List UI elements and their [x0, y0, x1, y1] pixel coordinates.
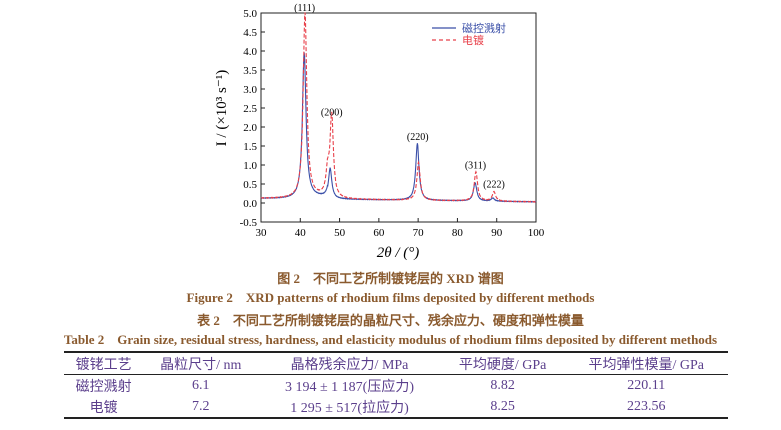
series-line-1	[260, 12, 536, 203]
y-tick-label: 1.5	[243, 141, 257, 153]
cell: 8.25	[490, 398, 515, 414]
y-tick-label: 0.0	[243, 198, 257, 210]
x-tick-label: 30	[256, 227, 268, 239]
x-tick-label: 100	[528, 227, 545, 239]
header-hardness: 平均硬度/ GPa	[458, 357, 547, 373]
x-tick-label: 60	[373, 227, 385, 239]
y-tick-label: 3.0	[243, 84, 257, 96]
y-tick-label: 5.0	[243, 8, 257, 20]
y-tick-label: 2.5	[243, 103, 257, 115]
axes: 30 40 50 60 70 80 90 100 -0.5 0.0 0.5 1.0 1.5 2.0 2.5 3…	[240, 8, 545, 239]
x-tick-label: 70	[413, 227, 425, 239]
figure-caption-cn: 图 2 不同工艺所制镀铑层的 XRD 谱图	[277, 271, 504, 286]
x-tick-label: 50	[334, 227, 346, 239]
x-tick-label: 80	[452, 227, 464, 239]
header-residual-stress: 晶格残余应力/ MPa	[290, 357, 409, 373]
cell: 220.11	[627, 377, 666, 393]
x-axis-label: 2θ / (°)	[377, 245, 420, 261]
table-row: 磁控溅射 6.1 3 194 ± 1 187(压应力) 8.82 220.11	[64, 375, 728, 397]
peak-label: (222)	[483, 180, 505, 191]
cell: 磁控溅射	[75, 379, 132, 395]
table-header-row: 镀铑工艺 晶粒尺寸/ nm 晶格残余应力/ MPa 平均硬度/ GPa 平均弹性…	[64, 352, 728, 375]
y-tick-label: 2.0	[243, 122, 257, 134]
legend-label-electroplating: 电镀	[462, 33, 484, 47]
header-process: 镀铑工艺	[75, 357, 132, 373]
x-tick-label: 40	[295, 227, 307, 239]
y-axis-label: I / (×10³ s⁻¹)	[214, 70, 230, 147]
plot-frame	[260, 12, 537, 223]
cell: 6.1	[191, 377, 210, 393]
table-row: 电镀 7.2 1 295 ± 517(拉应力) 8.25 223.56	[64, 396, 728, 418]
y-tick-label: 4.5	[243, 27, 257, 39]
cell: 223.56	[627, 398, 666, 414]
y-tick-label: 4.0	[243, 46, 257, 58]
peak-label: (200)	[321, 108, 343, 119]
y-tick-label: -0.5	[240, 217, 258, 229]
x-tick-label: 90	[491, 227, 503, 239]
cell: 电镀	[89, 400, 118, 416]
peak-label: (220)	[407, 132, 429, 143]
table-caption-cn: 表 2 不同工艺所制镀铑层的晶粒尺寸、残余应力、硬度和弹性模量	[197, 313, 584, 328]
cell: 1 295 ± 517(拉应力)	[290, 400, 409, 416]
legend: 磁控溅射 电镀	[432, 21, 506, 47]
header-modulus: 平均弹性模量/ GPa	[588, 357, 705, 373]
y-tick-label: 1.0	[243, 160, 257, 172]
xrd-chart: 30 40 50 60 70 80 90 100 -0.5 0.0 0.5 1.0 1.5 2.0 2.5 3…	[214, 3, 545, 261]
legend-label-magnetron: 磁控溅射	[462, 21, 506, 35]
peak-label: (111)	[294, 3, 315, 14]
annotations: (111) (200) (220) (311) (222)	[294, 3, 505, 191]
series-lines	[260, 12, 537, 203]
cell: 3 194 ± 1 187(压应力)	[284, 379, 414, 395]
y-tick-label: 3.5	[243, 65, 257, 77]
cell: 8.82	[490, 377, 515, 393]
peak-label: (311)	[465, 161, 486, 172]
data-table: 镀铑工艺 晶粒尺寸/ nm 晶格残余应力/ MPa 平均硬度/ GPa 平均弹性…	[64, 351, 728, 419]
figure-caption-en: Figure 2 XRD patterns of rhodium films d…	[186, 290, 595, 305]
cell: 7.2	[191, 398, 210, 414]
header-grain-size: 晶粒尺寸/ nm	[160, 357, 242, 373]
table-caption-en: Table 2 Grain size, residual stress, har…	[63, 332, 718, 347]
y-tick-label: 0.5	[243, 179, 257, 191]
